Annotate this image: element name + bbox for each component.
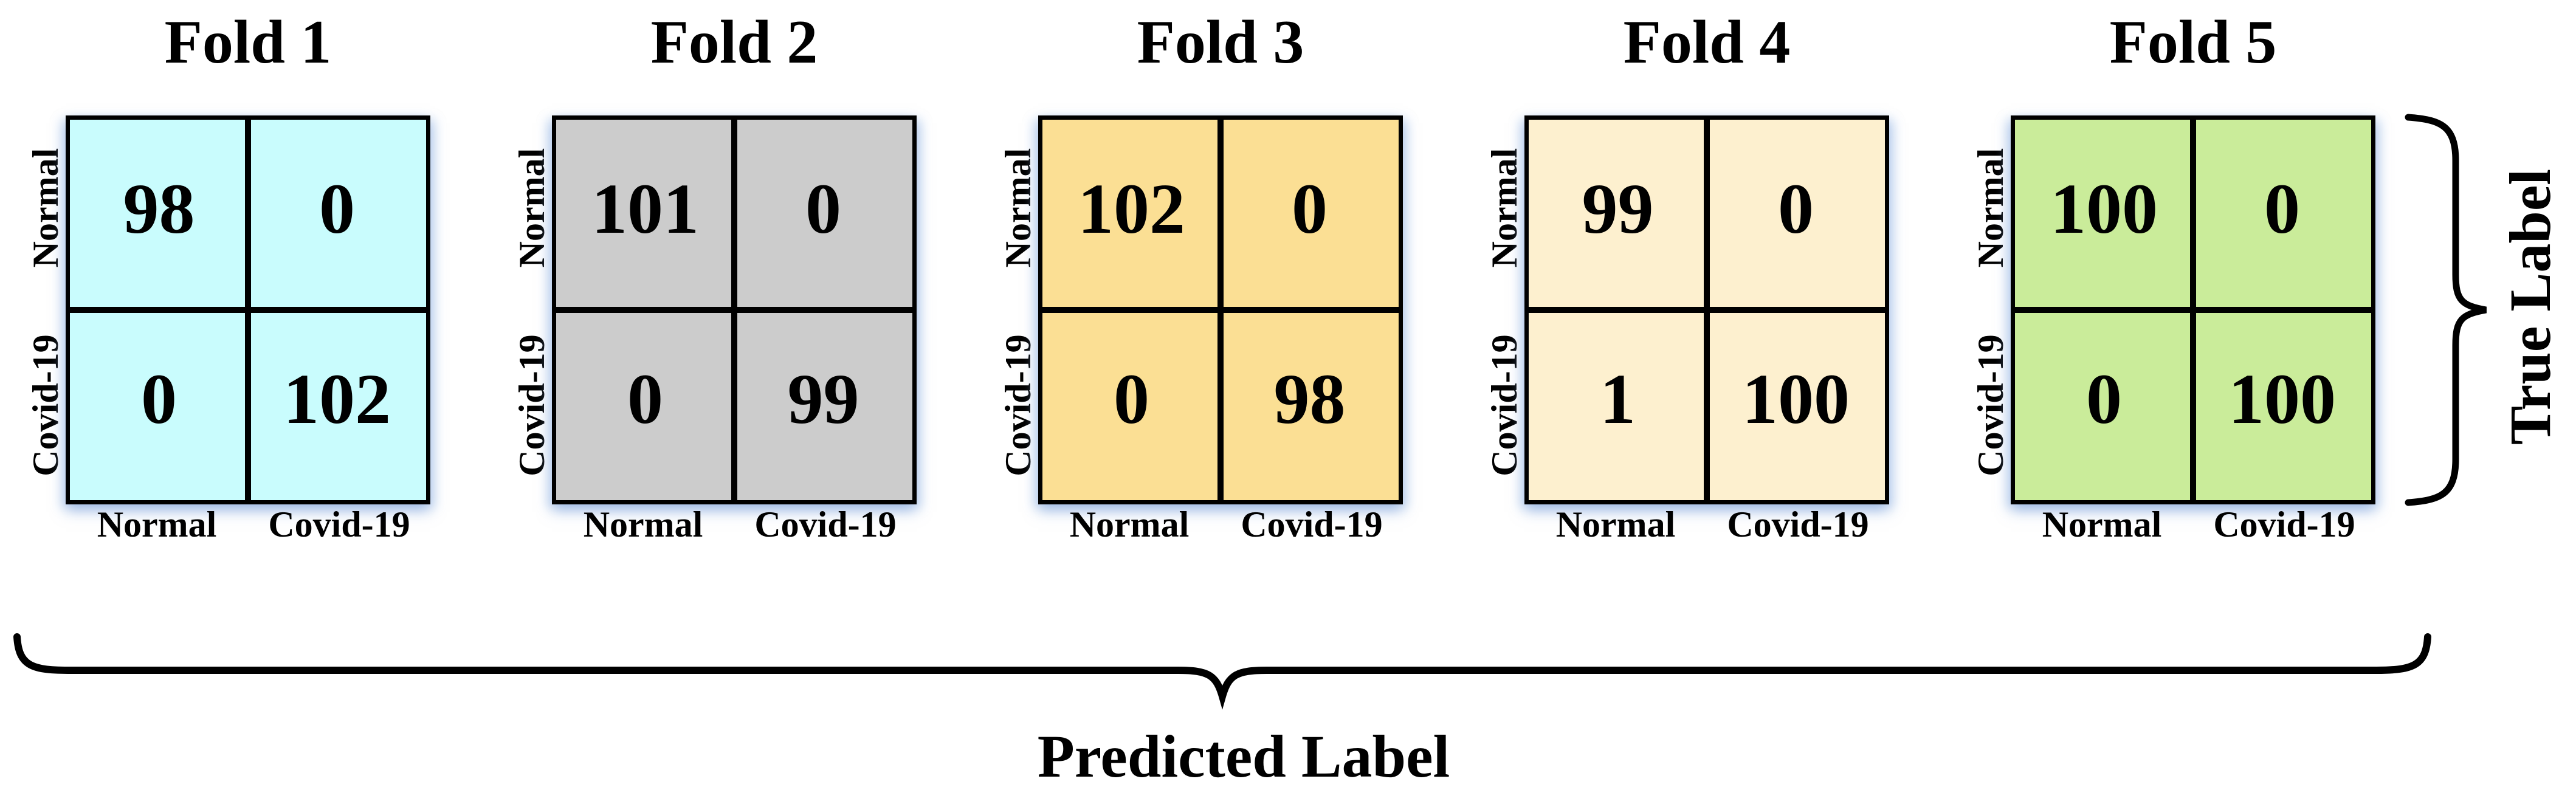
matrix-cell: 0 <box>319 168 355 249</box>
matrix-cell: 0 <box>2264 168 2300 249</box>
matrix-cell: 0 <box>1114 359 1149 439</box>
fold-5-col-label-covid19: Covid-19 <box>2213 504 2355 544</box>
true-label-brace <box>2405 114 2487 506</box>
matrix-cell: 102 <box>283 359 391 439</box>
fold-3-panel: Fold 3 Normal Covid-19 102 0 0 98 Normal… <box>998 0 1403 583</box>
fold-5-col-label-normal: Normal <box>2042 504 2162 544</box>
fold-2-row-label-covid19: Covid-19 <box>512 334 552 476</box>
fold-2-col-label-covid19: Covid-19 <box>754 504 897 544</box>
matrix-horizontal-divider <box>1529 307 1885 313</box>
fold-2-row-label-normal: Normal <box>512 148 552 268</box>
matrix-horizontal-divider <box>1042 307 1399 313</box>
fold-4-row-label-normal: Normal <box>1484 148 1524 268</box>
matrix-cell: 0 <box>1778 168 1814 249</box>
matrix-cell: 0 <box>141 359 177 439</box>
fold-4-matrix: 99 0 1 100 <box>1524 115 1889 504</box>
matrix-horizontal-divider <box>556 307 912 313</box>
fold-1-row-label-covid19: Covid-19 <box>26 334 66 476</box>
fold-4-col-label-covid19: Covid-19 <box>1727 504 1869 544</box>
fold-5-title: Fold 5 <box>2109 8 2277 77</box>
fold-4-panel: Fold 4 Normal Covid-19 99 0 1 100 Normal… <box>1484 0 1889 583</box>
fold-5-matrix: 100 0 0 100 <box>2011 115 2375 504</box>
true-label-axis-title: True Label <box>2498 168 2563 445</box>
matrix-cell: 99 <box>1582 168 1654 249</box>
fold-1-row-label-normal: Normal <box>26 148 66 268</box>
predicted-label-brace <box>13 633 2431 710</box>
fold-2-panel: Fold 2 Normal Covid-19 101 0 0 99 Normal… <box>512 0 917 583</box>
matrix-cell: 0 <box>2086 359 2122 439</box>
fold-1-matrix: 98 0 0 102 <box>66 115 430 504</box>
fold-1-col-label-normal: Normal <box>97 504 217 544</box>
fold-5-row-label-covid19: Covid-19 <box>1971 334 2011 476</box>
fold-2-col-label-normal: Normal <box>583 504 703 544</box>
fold-1-col-label-covid19: Covid-19 <box>268 504 410 544</box>
matrix-cell: 102 <box>1078 168 1185 249</box>
fold-1-panel: Fold 1 Normal Covid-19 98 0 0 102 Normal… <box>26 0 430 583</box>
fold-4-title: Fold 4 <box>1623 8 1791 77</box>
fold-5-panel: Fold 5 Normal Covid-19 100 0 0 100 Norma… <box>1971 0 2375 583</box>
fold-2-matrix: 101 0 0 99 <box>552 115 917 504</box>
fold-3-col-label-covid19: Covid-19 <box>1241 504 1383 544</box>
fold-4-col-label-normal: Normal <box>1555 504 1676 544</box>
matrix-cell: 98 <box>123 168 195 249</box>
matrix-horizontal-divider <box>70 307 426 313</box>
matrix-cell: 0 <box>1292 168 1328 249</box>
fold-3-row-label-covid19: Covid-19 <box>998 334 1038 476</box>
matrix-cell: 0 <box>627 359 663 439</box>
matrix-cell: 1 <box>1600 359 1636 439</box>
matrix-cell: 100 <box>2050 168 2158 249</box>
fold-3-title: Fold 3 <box>1137 8 1304 77</box>
fold-3-matrix: 102 0 0 98 <box>1038 115 1403 504</box>
predicted-label-axis-title: Predicted Label <box>1037 723 1450 790</box>
matrix-cell: 98 <box>1273 359 1346 439</box>
fold-3-row-label-normal: Normal <box>998 148 1038 268</box>
fold-3-col-label-normal: Normal <box>1069 504 1190 544</box>
matrix-cell: 100 <box>2228 359 2336 439</box>
matrix-cell: 100 <box>1742 359 1850 439</box>
fold-2-title: Fold 2 <box>650 8 818 77</box>
matrix-cell: 0 <box>805 168 841 249</box>
matrix-cell: 99 <box>787 359 859 439</box>
fold-5-row-label-normal: Normal <box>1971 148 2011 268</box>
fold-1-title: Fold 1 <box>164 8 332 77</box>
matrix-cell: 101 <box>591 168 699 249</box>
matrix-horizontal-divider <box>2015 307 2371 313</box>
fold-4-row-label-covid19: Covid-19 <box>1484 334 1524 476</box>
